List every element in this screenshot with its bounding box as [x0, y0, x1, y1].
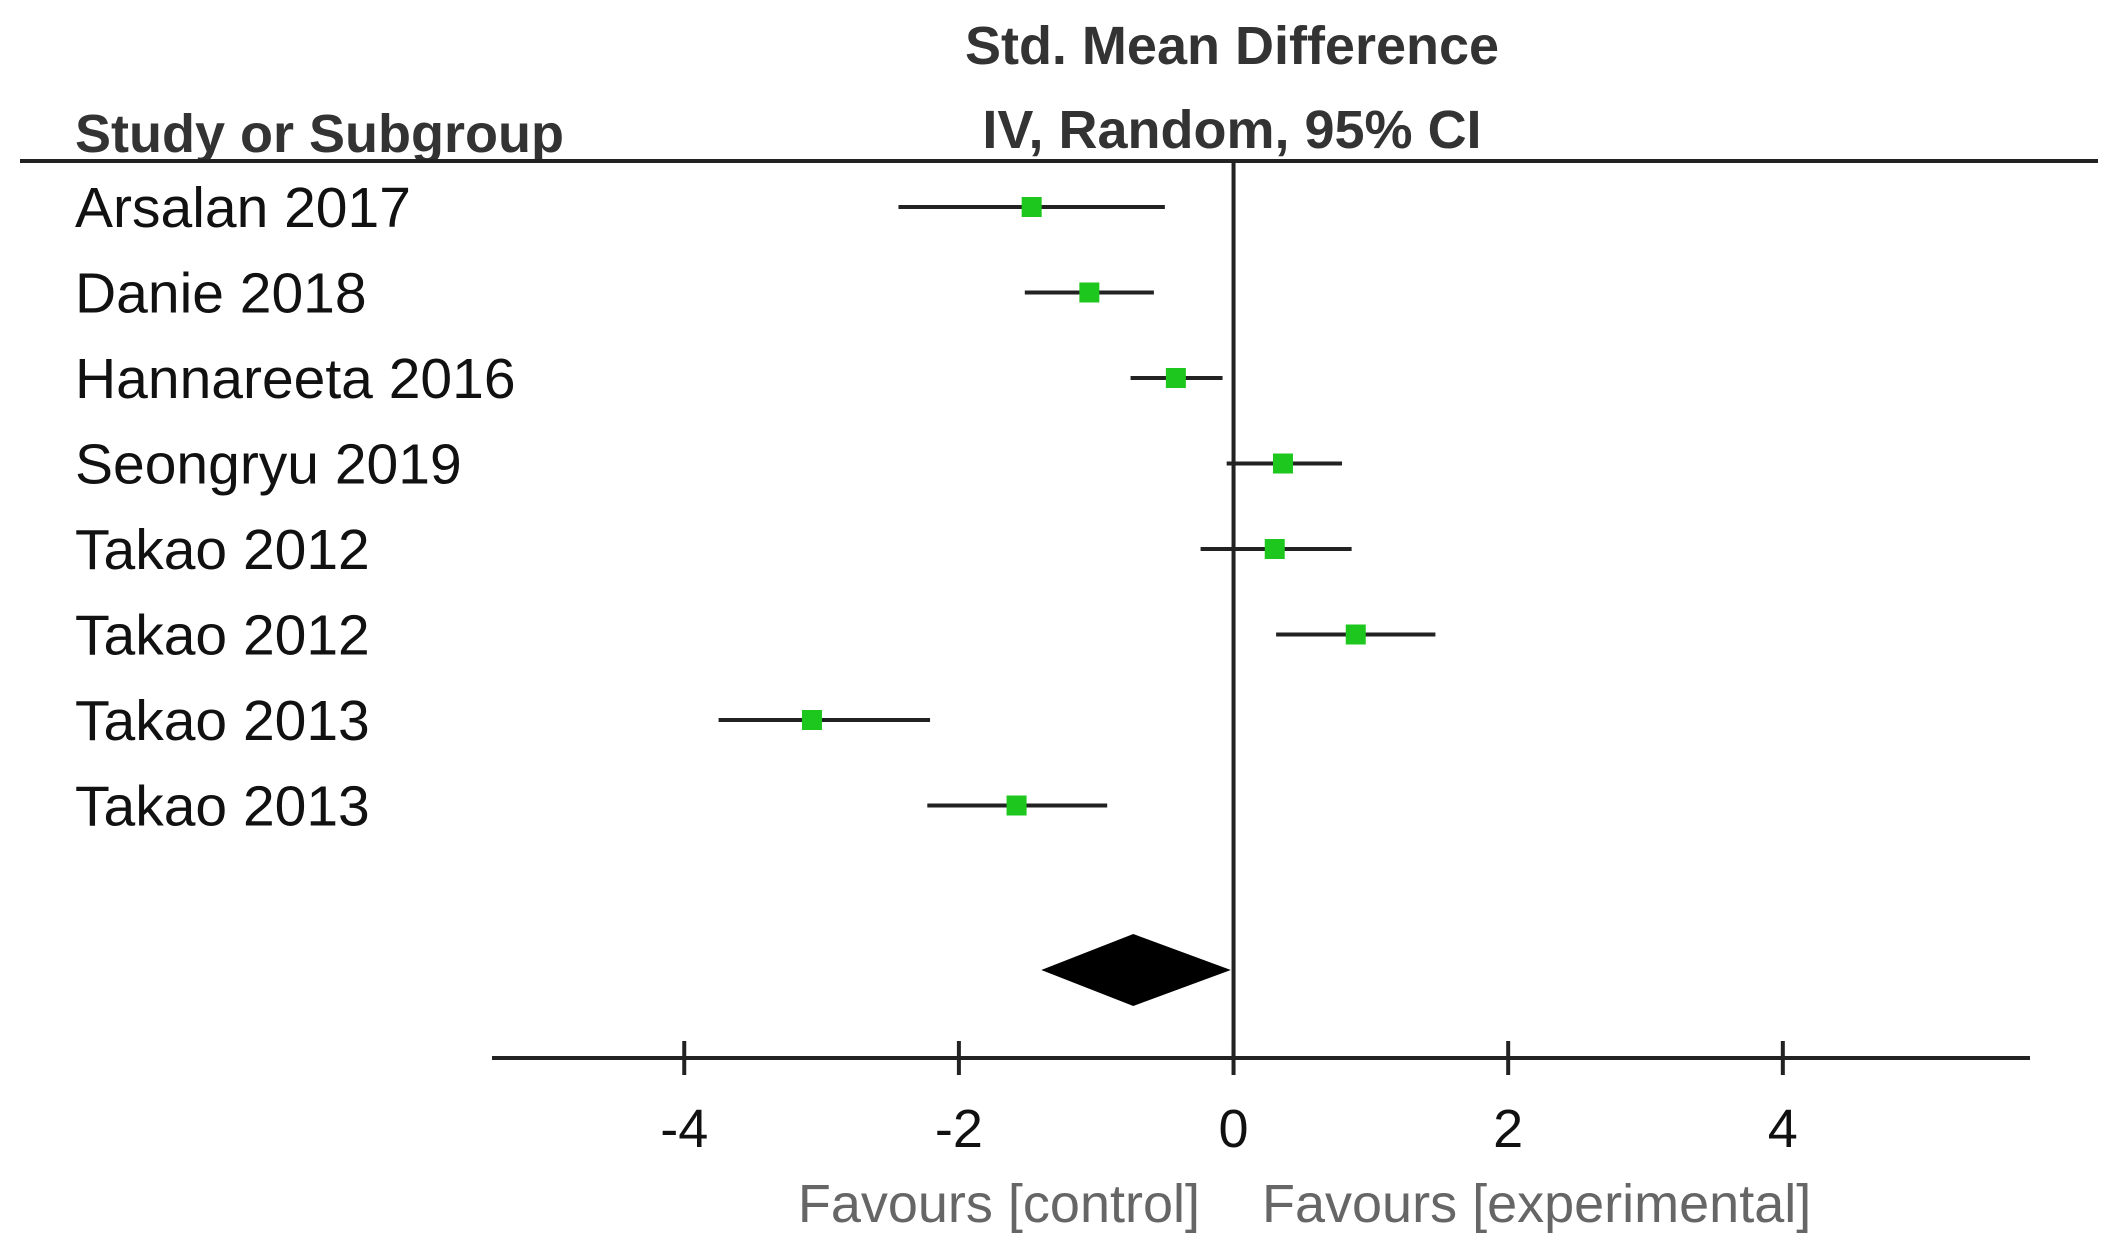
point-estimate-marker [1272, 453, 1293, 474]
study-label: Hannareeta 2016 [75, 347, 516, 411]
favours-experimental-label: Favours [experimental] [1262, 1174, 1811, 1234]
point-estimate-marker [1264, 539, 1285, 559]
point-estimate-marker [1079, 282, 1100, 303]
x-tick-label: 0 [1219, 1099, 1249, 1159]
study-label: Takao 2013 [75, 689, 370, 753]
point-estimate-marker [1021, 197, 1042, 217]
point-estimate-marker [1006, 795, 1027, 816]
study-label: Seongryu 2019 [75, 433, 462, 497]
favours-control-label: Favours [control] [798, 1174, 1200, 1234]
pooled-estimate-diamond [1041, 934, 1231, 1006]
header-measure-line1: Std. Mean Difference [965, 16, 1499, 76]
study-label: Danie 2018 [75, 262, 367, 326]
x-tick-label: 4 [1768, 1099, 1798, 1159]
point-estimate-marker [1345, 624, 1366, 645]
study-label: Takao 2012 [75, 604, 370, 668]
header-study: Study or Subgroup [75, 104, 564, 164]
x-tick-label: -2 [935, 1099, 983, 1159]
point-estimate-marker [1165, 368, 1186, 388]
x-tick-label: 2 [1493, 1099, 1523, 1159]
x-axis: -4 -2 0 2 4 [492, 1041, 2030, 1159]
study-label: Takao 2013 [75, 775, 370, 839]
study-rows: Arsalan 2017 Danie 2018 Hannareeta 2016 Seo… [75, 161, 1436, 1058]
study-label: Takao 2012 [75, 518, 370, 582]
x-tick-label: -4 [660, 1099, 708, 1159]
header-measure-line2: IV, Random, 95% CI [982, 100, 1481, 160]
study-label: Arsalan 2017 [75, 176, 411, 240]
point-estimate-marker [801, 710, 822, 730]
